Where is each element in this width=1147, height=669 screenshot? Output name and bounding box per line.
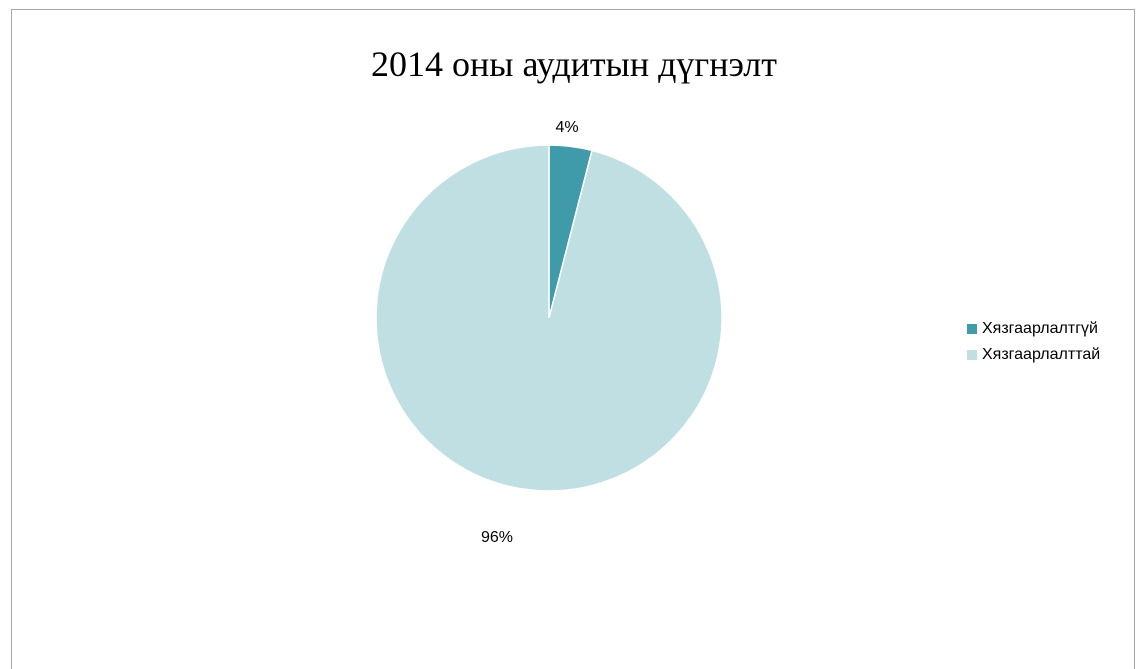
pie-chart: 4% 96% <box>375 119 723 546</box>
legend-swatch-restricted <box>967 350 977 360</box>
legend-label-unrestricted: Хязгаарлалтгүй <box>982 320 1098 337</box>
slice-restricted <box>375 144 723 492</box>
legend-item-restricted: Хязгаарлалттай <box>967 344 1100 366</box>
legend-swatch-unrestricted <box>967 324 977 334</box>
chart-title: 2014 оны аудитын дүгнэлт <box>371 44 777 84</box>
data-label-unrestricted: 4% <box>555 119 578 136</box>
data-label-restricted: 96% <box>481 529 513 546</box>
legend-item-unrestricted: Хязгаарлалтгүй <box>967 318 1100 340</box>
legend-label-restricted: Хязгаарлалттай <box>982 346 1101 363</box>
legend: Хязгаарлалтгүй Хязгаарлалттай <box>967 318 1100 370</box>
chart-area: 2014 оны аудитын дүгнэлт 4% 96% Хязгаарла… <box>11 9 1135 669</box>
